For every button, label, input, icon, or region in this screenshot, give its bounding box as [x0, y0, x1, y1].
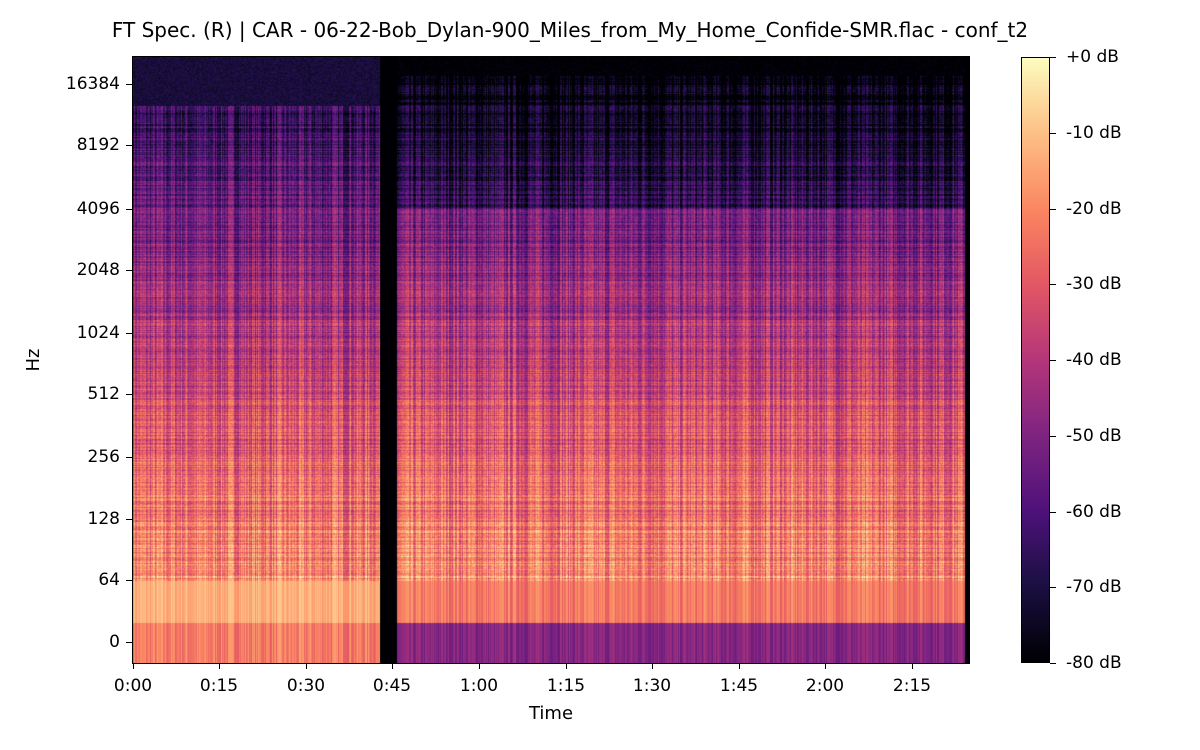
y-tick-label: 64 [98, 570, 120, 590]
x-tick-label: 1:00 [459, 676, 499, 696]
y-axis-label: Hz [22, 348, 44, 372]
x-axis-label: Time [528, 703, 574, 724]
colorbar-tick-label: +0 dB [1066, 47, 1119, 67]
x-tick-label: 0:45 [372, 676, 412, 696]
spectrogram-heatmap [133, 57, 969, 663]
colorbar-tick [1050, 284, 1056, 286]
colorbar-tick-label: -60 dB [1066, 501, 1122, 522]
colorbar-tick-label: -70 dB [1066, 577, 1122, 598]
x-tick [306, 663, 307, 669]
y-tick [126, 394, 132, 395]
x-tick [219, 663, 220, 669]
colorbar [1021, 57, 1050, 663]
colorbar-tick-label: -20 dB [1066, 198, 1122, 219]
x-tick [652, 663, 653, 669]
y-tick-label: 1024 [76, 323, 120, 343]
colorbar-tick [1050, 435, 1056, 437]
y-tick-label: 8192 [76, 135, 120, 155]
colorbar-tick-label: -50 dB [1066, 425, 1122, 446]
y-tick-label: 128 [87, 509, 120, 529]
x-tick-label: 0:15 [199, 676, 239, 696]
y-tick [126, 642, 132, 643]
x-tick [825, 663, 826, 669]
x-tick-label: 2:00 [805, 676, 845, 696]
y-tick [126, 519, 132, 520]
x-tick-label: 1:45 [719, 676, 759, 696]
y-tick-label: 512 [87, 384, 120, 404]
x-tick [739, 663, 740, 669]
y-tick [126, 84, 132, 85]
y-tick-label: 0 [109, 632, 120, 652]
x-tick-label: 0:00 [113, 676, 153, 696]
x-tick [133, 663, 134, 669]
x-tick-label: 2:15 [892, 676, 932, 696]
y-tick [126, 145, 132, 146]
colorbar-tick [1050, 208, 1056, 210]
colorbar-tick-label: -40 dB [1066, 350, 1122, 370]
colorbar-tick [1050, 663, 1056, 664]
y-tick [126, 580, 132, 581]
colorbar-tick [1050, 511, 1056, 513]
y-tick [126, 457, 132, 458]
colorbar-tick-label: -30 dB [1066, 274, 1122, 295]
y-tick [126, 333, 132, 334]
y-tick-label: 256 [87, 447, 120, 467]
colorbar-tick [1050, 57, 1056, 58]
y-tick [126, 270, 132, 271]
colorbar-tick-label: -10 dB [1066, 122, 1122, 143]
y-tick-label: 4096 [76, 199, 120, 219]
y-tick-label: 2048 [76, 260, 120, 280]
colorbar-tick [1050, 360, 1056, 361]
colorbar-tick-label: -80 dB [1066, 653, 1122, 673]
x-tick-label: 0:30 [286, 676, 326, 696]
x-tick [479, 663, 480, 669]
x-tick-label: 1:15 [546, 676, 586, 696]
y-tick [126, 209, 132, 210]
y-tick-label: 16384 [65, 74, 120, 94]
x-tick [912, 663, 913, 669]
chart-title: FT Spec. (R) | CAR - 06-22-Bob_Dylan-900… [111, 18, 1029, 42]
x-tick-label: 1:30 [632, 676, 672, 696]
colorbar-tick [1050, 132, 1056, 134]
x-tick [566, 663, 567, 669]
x-tick [392, 663, 393, 669]
colorbar-tick [1050, 587, 1056, 589]
